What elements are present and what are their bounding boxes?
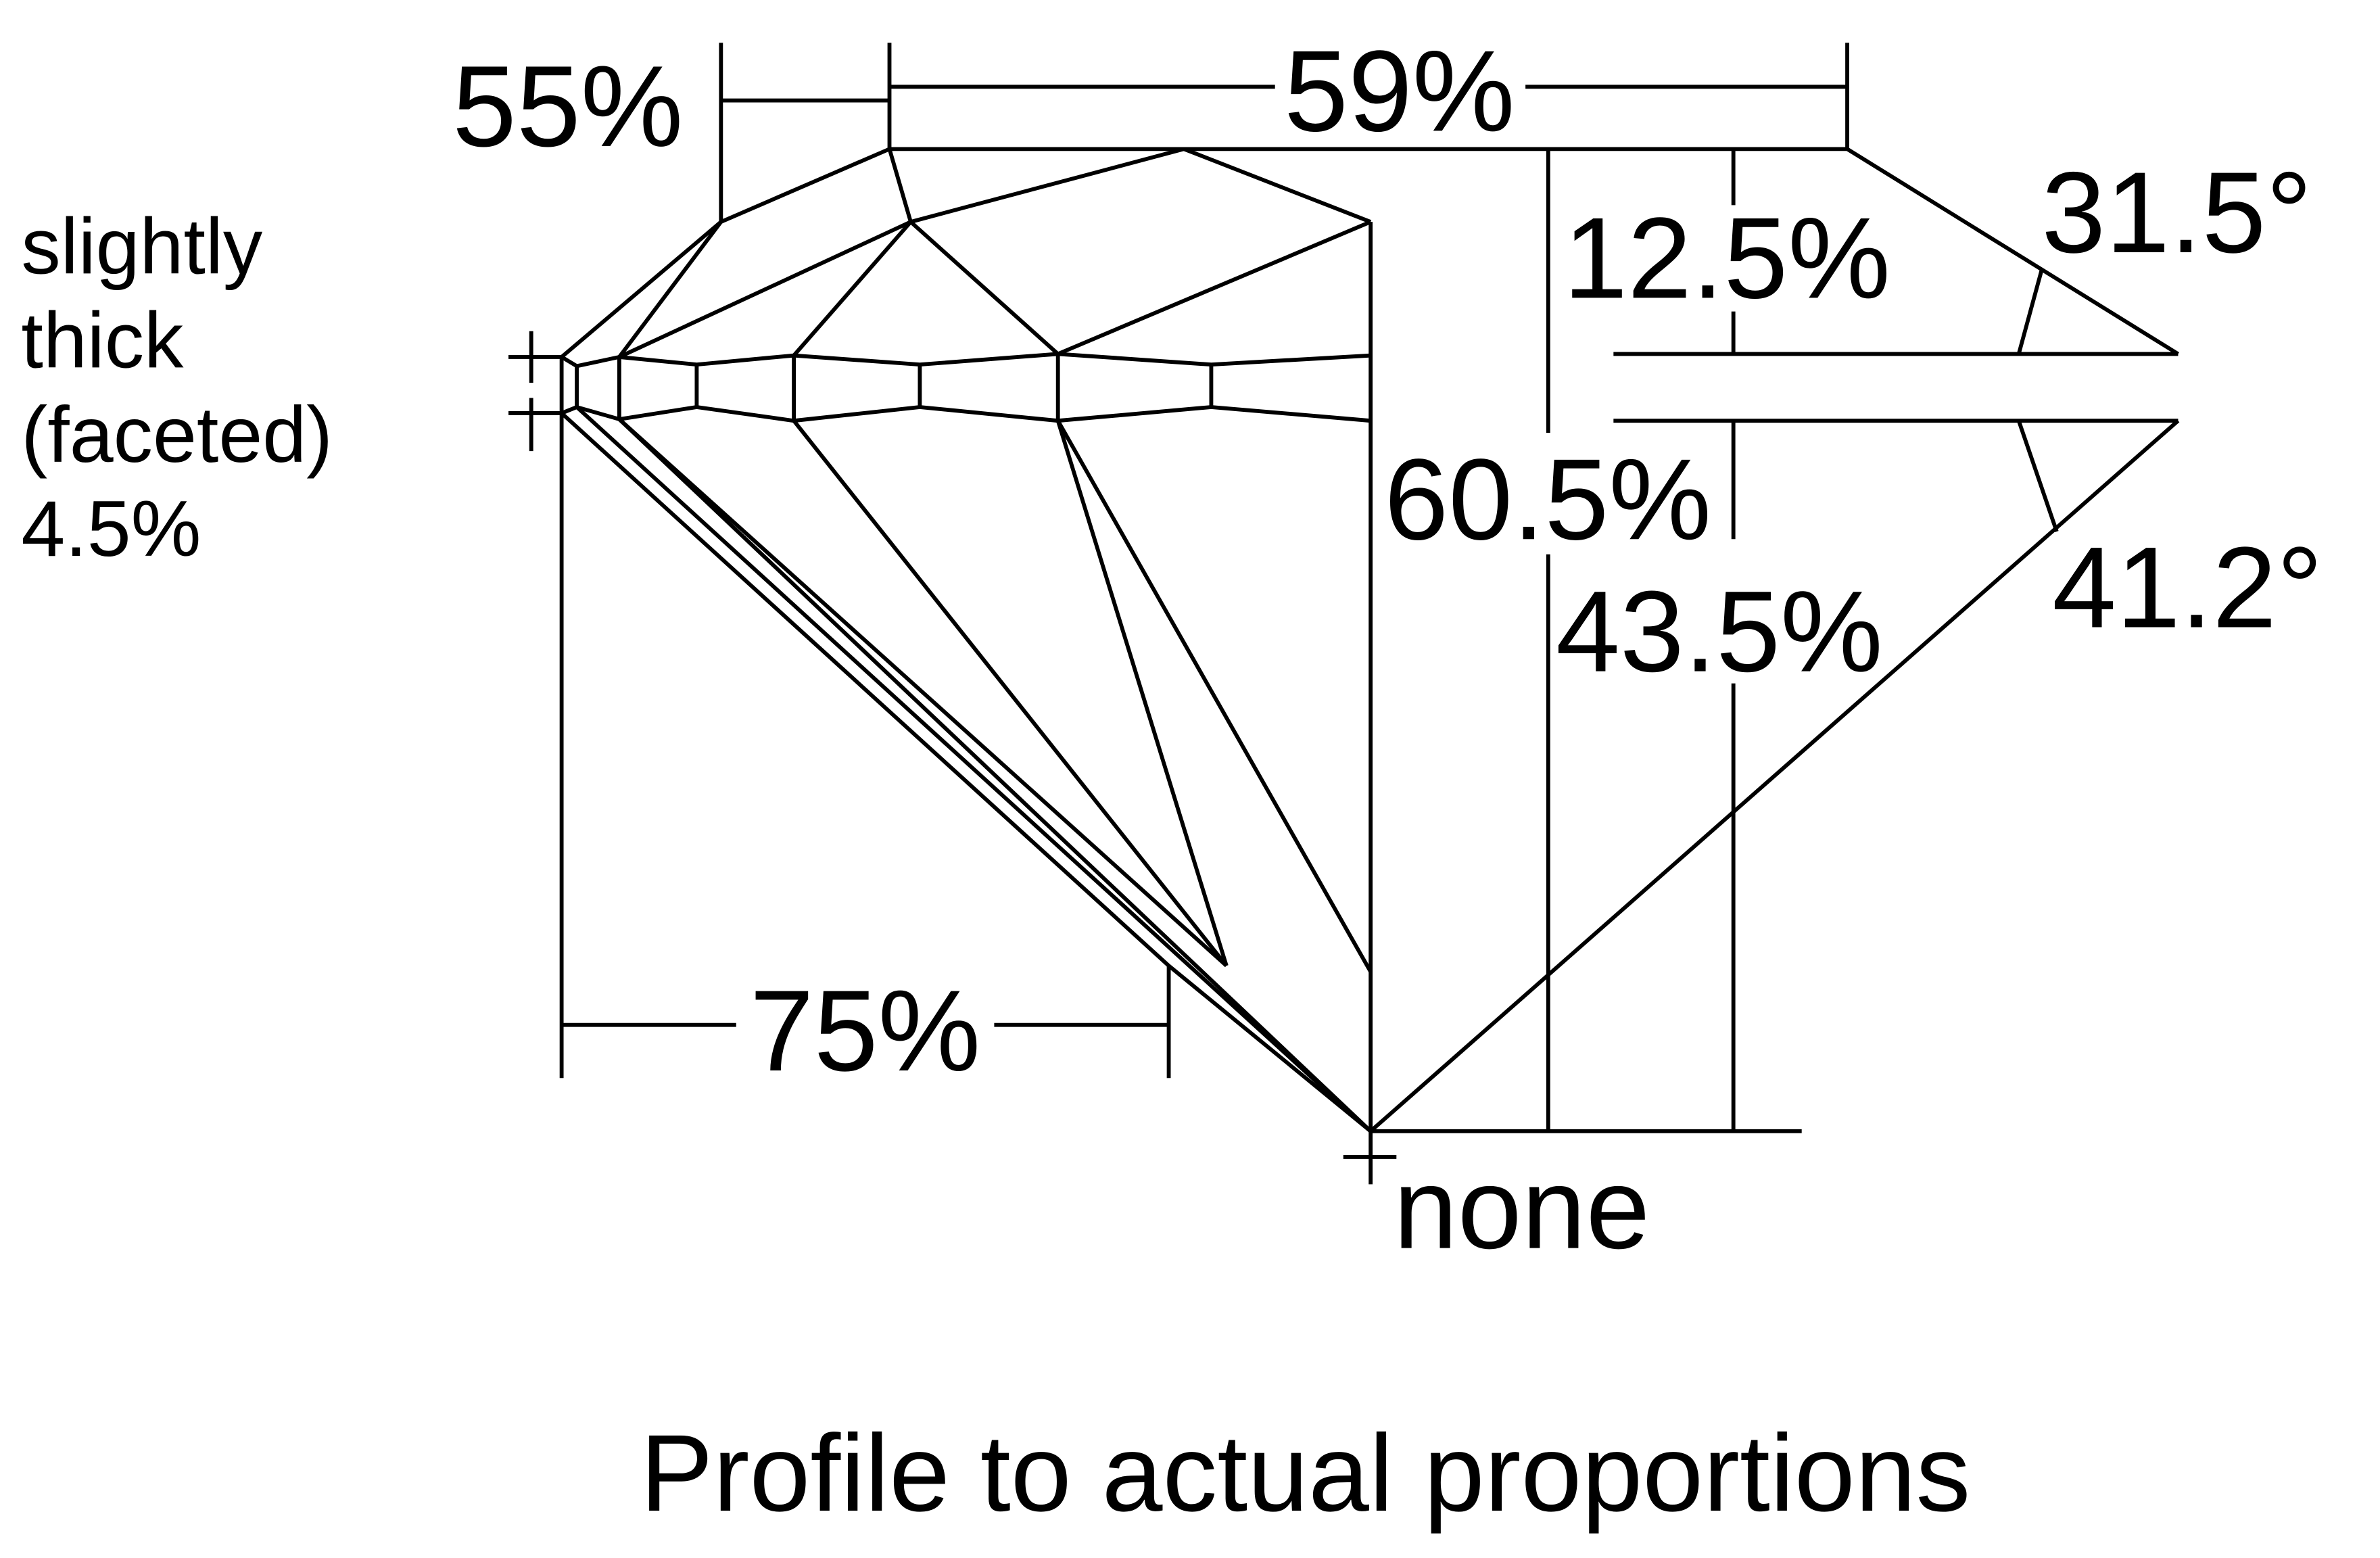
diamond-outline — [559, 147, 2180, 1133]
crown-height-label: 55% — [452, 43, 683, 171]
crown-percent-label: 12.5% — [1563, 194, 1890, 323]
girdle-label-line-2: thick — [21, 296, 184, 385]
girdle-label-line-4: 4.5% — [21, 484, 201, 573]
girdle-label-line-1: slightly — [21, 202, 262, 290]
girdle-label-line-3: (faceted) — [21, 390, 333, 479]
diagram-caption: Profile to actual proportions — [640, 1413, 1971, 1534]
lower-half-label: 75% — [750, 967, 980, 1095]
pavilion-angle-label: 41.2° — [2052, 524, 2323, 653]
total-depth-label: 60.5% — [1384, 435, 1711, 564]
crown-angle-label: 31.5° — [2041, 149, 2312, 277]
pavilion-depth-label: 43.5% — [1556, 568, 1883, 697]
table-label: 59% — [1284, 27, 1515, 156]
dimension-lines — [508, 43, 2059, 1185]
culet-label: none — [1394, 1145, 1650, 1273]
